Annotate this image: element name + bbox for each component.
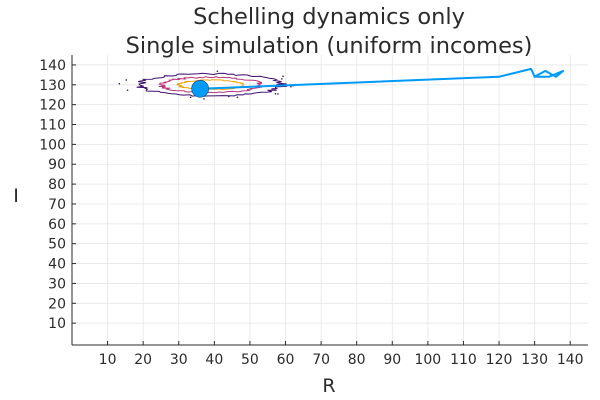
y-tick-label: 120 <box>39 98 66 114</box>
contour-speck <box>228 95 230 98</box>
x-tick-label: 50 <box>241 352 259 368</box>
contour-speck <box>125 79 128 81</box>
y-tick-label: 10 <box>48 316 66 332</box>
contour-speck <box>203 98 205 100</box>
contour-speck <box>189 96 192 99</box>
x-tick-label: 10 <box>99 352 117 368</box>
contour-speck <box>216 70 219 72</box>
y-axis-label: I <box>13 185 19 207</box>
y-tick-label: 130 <box>39 78 66 94</box>
y-tick-label: 30 <box>48 276 66 292</box>
contour-level <box>158 76 263 94</box>
contour-speck <box>277 93 279 95</box>
grid <box>72 55 588 345</box>
series-line <box>200 67 565 90</box>
contour-speck <box>274 93 277 95</box>
y-tick-label: 110 <box>39 118 66 134</box>
y-ticks: 10 20 30 40 50 60 70 80 90 100 110 120 130 140 <box>39 58 76 332</box>
contour-speck <box>126 89 129 91</box>
x-tick-label: 110 <box>450 352 477 368</box>
y-tick-label: 70 <box>48 197 66 213</box>
chart-subtitle: Single simulation (uniform incomes) <box>126 33 533 59</box>
x-tick-label: 100 <box>414 352 441 368</box>
y-tick-label: 80 <box>48 177 66 193</box>
axes <box>71 55 588 346</box>
x-tick-label: 40 <box>205 352 223 368</box>
y-tick-label: 40 <box>48 257 66 273</box>
contour-speck <box>236 96 239 99</box>
contour-level <box>175 79 245 91</box>
y-tick-label: 50 <box>48 237 66 253</box>
y-tick-label: 20 <box>48 296 66 312</box>
x-tick-label: 70 <box>312 352 330 368</box>
x-tick-label: 140 <box>557 352 584 368</box>
x-axis-label: R <box>322 375 335 397</box>
contour-level <box>136 72 287 97</box>
y-tick-label: 140 <box>39 58 66 74</box>
y-tick-label: 100 <box>39 137 66 153</box>
y-tick-label: 90 <box>48 157 66 173</box>
contour-speck <box>290 85 292 88</box>
contour-speck <box>281 78 283 80</box>
x-ticks: 10 20 30 40 50 60 70 80 90 100 110 120 130 140 <box>99 341 584 368</box>
chart-title: Schelling dynamics only <box>193 4 465 30</box>
x-tick-label: 120 <box>486 352 513 368</box>
x-tick-label: 90 <box>383 352 401 368</box>
x-tick-label: 60 <box>277 352 295 368</box>
x-tick-label: 130 <box>521 352 548 368</box>
y-tick-label: 60 <box>48 217 66 233</box>
x-tick-label: 30 <box>170 352 188 368</box>
x-tick-label: 20 <box>134 352 152 368</box>
contour-plot <box>118 70 294 100</box>
series-layer <box>191 67 565 98</box>
contour-speck <box>118 82 121 85</box>
x-tick-label: 80 <box>348 352 366 368</box>
start-marker <box>191 79 209 98</box>
contour-speck <box>282 75 284 78</box>
